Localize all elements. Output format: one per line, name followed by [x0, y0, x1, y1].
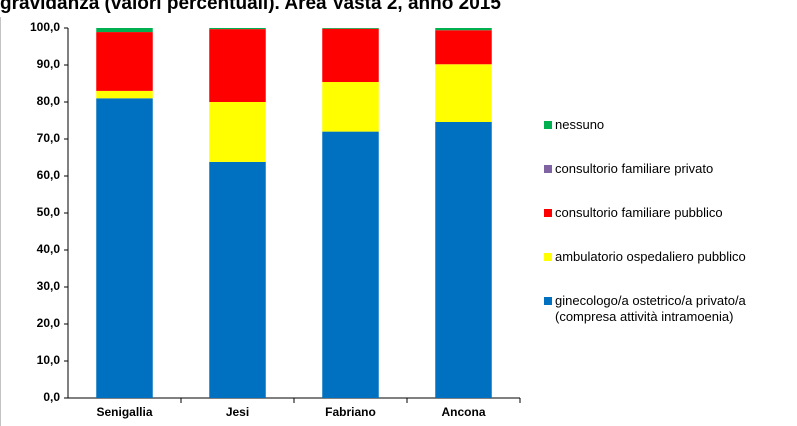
legend-label: ginecologo/a ostetrico/a privato/a (comp… — [555, 293, 746, 324]
y-tick-label: 40,0 — [37, 242, 61, 256]
y-tick-label: 30,0 — [37, 279, 61, 293]
y-tick-label: 0,0 — [43, 390, 60, 404]
legend-swatch — [544, 165, 552, 173]
bar-segment — [209, 161, 266, 398]
bar-segment — [322, 82, 379, 132]
bar-segment — [96, 32, 153, 91]
bar-segment — [96, 98, 153, 399]
y-tick-label: 60,0 — [37, 168, 61, 182]
bar-segment — [435, 30, 492, 65]
legend-label: ambulatorio ospedaliero pubblico — [555, 249, 746, 264]
bar-segment — [435, 121, 492, 398]
legend-swatch — [544, 209, 552, 217]
legend-label: consultorio familiare pubblico — [555, 205, 723, 220]
y-tick-label: 50,0 — [37, 205, 61, 219]
bar-segment — [209, 102, 266, 162]
legend-label: nessuno — [555, 117, 605, 132]
legend-entry: consultorio familiare pubblico — [544, 205, 785, 221]
legend-swatch — [544, 297, 552, 305]
legend-entry: ginecologo/a ostetrico/a privato/a (comp… — [544, 293, 785, 325]
chart-title: gravidanza (valori percentuali). Area Va… — [0, 0, 501, 14]
legend-entry: consultorio familiare privato — [544, 161, 785, 177]
bar-segment — [322, 28, 379, 29]
y-tick-label: 20,0 — [37, 316, 61, 330]
legend-label: consultorio familiare privato — [555, 161, 714, 176]
bar-segment — [322, 131, 379, 398]
x-tick-label: Senigallia — [96, 405, 152, 419]
y-tick-label: 10,0 — [37, 353, 61, 367]
legend-entry: ambulatorio ospedaliero pubblico — [544, 249, 785, 265]
y-tick-label: 70,0 — [37, 131, 61, 145]
y-tick-label: 80,0 — [37, 94, 61, 108]
legend-swatch — [544, 253, 552, 261]
bar-segment — [209, 29, 266, 102]
x-tick-label: Ancona — [441, 405, 485, 419]
legend-swatch — [544, 121, 552, 129]
y-tick-label: 90,0 — [37, 57, 61, 71]
bar-segment — [435, 28, 492, 31]
x-tick-label: Fabriano — [325, 405, 376, 419]
bar-segment — [209, 28, 266, 30]
bar-segment — [322, 28, 379, 83]
legend-entry: nessuno — [544, 117, 785, 133]
bar-segment — [96, 90, 153, 99]
bar-segment — [435, 64, 492, 122]
y-tick-label: 100,0 — [30, 20, 60, 34]
bar-segment — [96, 28, 153, 33]
x-tick-label: Jesi — [226, 405, 249, 419]
